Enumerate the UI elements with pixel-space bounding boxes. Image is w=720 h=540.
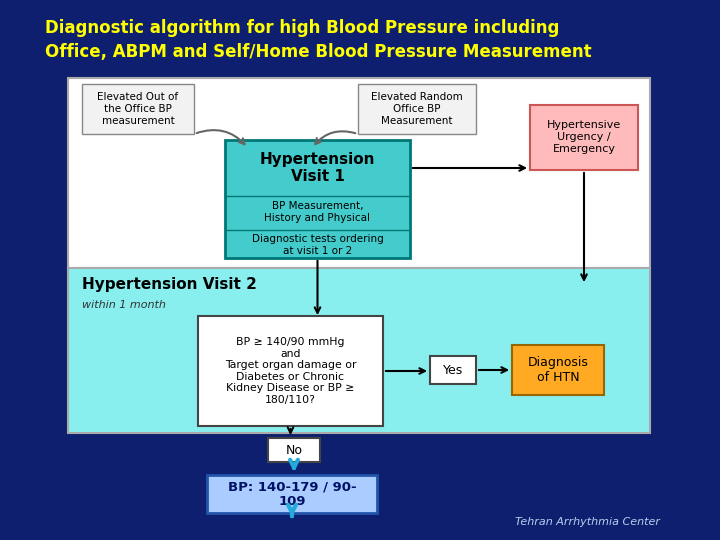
FancyBboxPatch shape <box>225 140 410 258</box>
Text: BP: 140-179 / 90-
109: BP: 140-179 / 90- 109 <box>228 480 356 508</box>
Text: Hypertensive
Urgency /
Emergency: Hypertensive Urgency / Emergency <box>547 120 621 153</box>
Text: Diagnosis
of HTN: Diagnosis of HTN <box>528 356 588 384</box>
Text: BP ≥ 140/90 mmHg
and
Target organ damage or
Diabetes or Chronic
Kidney Disease o: BP ≥ 140/90 mmHg and Target organ damage… <box>225 337 356 405</box>
FancyBboxPatch shape <box>358 84 476 134</box>
Text: BP Measurement,
History and Physical: BP Measurement, History and Physical <box>264 201 371 223</box>
Text: Elevated Out of
the Office BP
measurement: Elevated Out of the Office BP measuremen… <box>97 92 179 126</box>
FancyBboxPatch shape <box>82 84 194 134</box>
FancyBboxPatch shape <box>530 105 638 170</box>
FancyBboxPatch shape <box>207 475 377 513</box>
Text: Office, ABPM and Self/Home Blood Pressure Measurement: Office, ABPM and Self/Home Blood Pressur… <box>45 43 592 61</box>
Text: within 1 month: within 1 month <box>82 300 166 310</box>
FancyBboxPatch shape <box>512 345 604 395</box>
Text: Hypertension Visit 2: Hypertension Visit 2 <box>82 278 257 293</box>
FancyBboxPatch shape <box>68 268 650 433</box>
FancyBboxPatch shape <box>430 356 476 384</box>
Text: Yes: Yes <box>443 363 463 376</box>
FancyBboxPatch shape <box>268 438 320 462</box>
Text: Diagnostic tests ordering
at visit 1 or 2: Diagnostic tests ordering at visit 1 or … <box>251 234 383 256</box>
FancyArrowPatch shape <box>197 130 245 144</box>
FancyBboxPatch shape <box>68 78 650 268</box>
Text: No: No <box>286 443 302 456</box>
Text: Elevated Random
Office BP
Measurement: Elevated Random Office BP Measurement <box>371 92 463 126</box>
Text: Tehran Arrhythmia Center: Tehran Arrhythmia Center <box>515 517 660 527</box>
FancyArrowPatch shape <box>315 131 356 144</box>
FancyBboxPatch shape <box>198 316 383 426</box>
Text: Diagnostic algorithm for high Blood Pressure including: Diagnostic algorithm for high Blood Pres… <box>45 19 559 37</box>
Text: Hypertension
Visit 1: Hypertension Visit 1 <box>260 152 375 184</box>
